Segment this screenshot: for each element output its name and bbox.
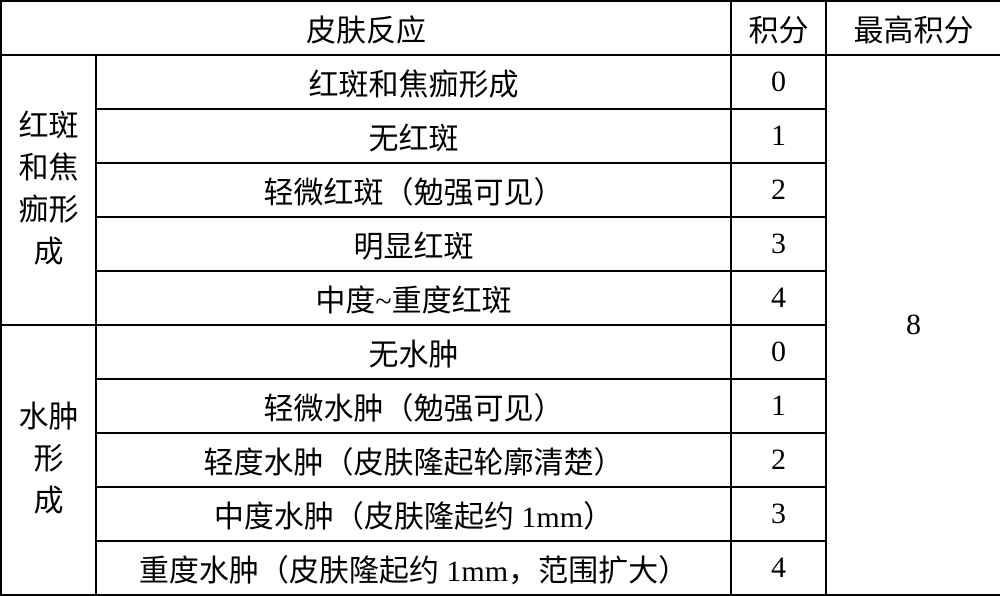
group-label-edema-text: 水肿 形 成 [6,397,91,523]
table-row: 红斑 和焦 痂形 成 红斑和焦痂形成 0 8 [1,55,1000,109]
cell-score: 4 [731,271,826,325]
cell-score: 4 [731,541,826,595]
cell-score: 1 [731,379,826,433]
cell-desc: 中度~重度红斑 [96,271,731,325]
header-reaction: 皮肤反应 [1,1,731,55]
group-label-erythema: 红斑 和焦 痂形 成 [1,55,96,325]
cell-desc: 无红斑 [96,109,731,163]
cell-score: 3 [731,217,826,271]
label-line: 和焦 [6,148,91,190]
cell-desc: 中度水肿（皮肤隆起约 1mm） [96,487,731,541]
header-score: 积分 [731,1,826,55]
cell-score: 1 [731,109,826,163]
table-header-row: 皮肤反应 积分 最高积分 [1,1,1000,55]
label-line: 红斑 [6,106,91,148]
cell-score: 0 [731,325,826,379]
cell-desc: 无水肿 [96,325,731,379]
cell-desc: 轻微水肿（勉强可见） [96,379,731,433]
scoring-table-container: 皮肤反应 积分 最高积分 红斑 和焦 痂形 成 红斑和焦痂形成 0 8 无红斑 … [0,0,1000,590]
label-line: 痂形 [6,190,91,232]
label-line: 水肿 [6,397,91,439]
cell-score: 0 [731,55,826,109]
scoring-table: 皮肤反应 积分 最高积分 红斑 和焦 痂形 成 红斑和焦痂形成 0 8 无红斑 … [0,0,1000,596]
group-label-edema: 水肿 形 成 [1,325,96,595]
label-line: 成 [6,481,91,523]
header-maxscore: 最高积分 [826,1,1000,55]
cell-score: 3 [731,487,826,541]
label-line: 形 [6,439,91,481]
group-label-erythema-text: 红斑 和焦 痂形 成 [6,106,91,274]
label-line: 成 [6,232,91,274]
cell-score: 2 [731,163,826,217]
cell-desc: 红斑和焦痂形成 [96,55,731,109]
cell-maxscore: 8 [826,55,1000,595]
cell-desc: 轻微红斑（勉强可见） [96,163,731,217]
cell-desc: 重度水肿（皮肤隆起约 1mm，范围扩大） [96,541,731,595]
cell-score: 2 [731,433,826,487]
cell-desc: 轻度水肿（皮肤隆起轮廓清楚） [96,433,731,487]
cell-desc: 明显红斑 [96,217,731,271]
